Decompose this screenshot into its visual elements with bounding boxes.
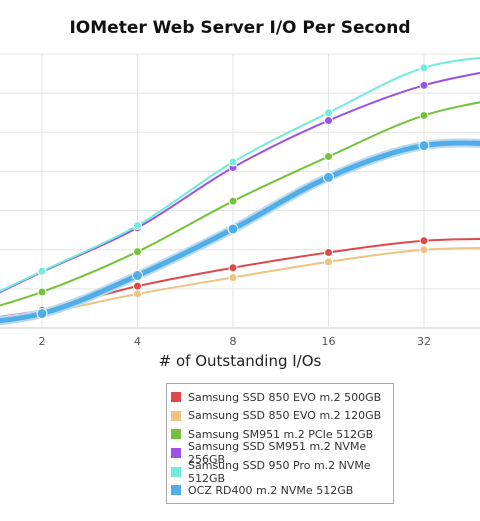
x-tick-label: 2 bbox=[39, 335, 46, 348]
x-axis-label: # of Outstanding I/Os bbox=[158, 352, 322, 370]
data-point bbox=[324, 152, 333, 162]
grid bbox=[0, 53, 480, 329]
data-point bbox=[228, 157, 238, 167]
legend-item: Samsung SSD SM951 m.2 NVMe 256GB bbox=[167, 440, 393, 466]
legend-label: Samsung SSD 850 EVO m.2 500GB bbox=[188, 390, 382, 404]
series-6 bbox=[0, 138, 480, 326]
chart-title: IOMeter Web Server I/O Per Second bbox=[69, 18, 411, 38]
data-point bbox=[132, 270, 143, 282]
data-point bbox=[228, 196, 238, 206]
x-tick-label: 8 bbox=[230, 335, 237, 348]
series-layer bbox=[0, 56, 480, 326]
x-tick-labels: 2 4 8 16 32 bbox=[39, 335, 432, 348]
legend-item: Samsung SM951 m.2 PCIe 512GB bbox=[167, 425, 393, 444]
data-point bbox=[418, 140, 430, 152]
legend-item: Samsung SSD 950 Pro m.2 NVMe 512GB bbox=[167, 459, 393, 485]
data-point bbox=[37, 287, 47, 297]
series-line bbox=[0, 101, 480, 307]
data-point bbox=[419, 236, 429, 246]
data-point bbox=[323, 171, 334, 183]
series-3 bbox=[0, 101, 480, 307]
legend-label: Samsung SSD SM951 m.2 NVMe 256GB bbox=[188, 440, 367, 467]
series-line bbox=[0, 140, 480, 324]
data-point bbox=[133, 281, 142, 291]
series-5 bbox=[0, 56, 480, 293]
legend-swatch bbox=[171, 466, 181, 477]
legend-swatch bbox=[171, 410, 181, 421]
data-point bbox=[324, 257, 333, 267]
legend-label: Samsung SM951 m.2 PCIe 512GB bbox=[188, 427, 374, 441]
legend-swatch bbox=[171, 448, 181, 459]
series-4 bbox=[0, 71, 480, 294]
data-point bbox=[37, 266, 47, 276]
data-point bbox=[133, 220, 142, 230]
legend-swatch bbox=[171, 485, 181, 496]
data-point bbox=[133, 247, 142, 257]
data-point bbox=[228, 273, 238, 283]
legend-item: OCZ RD400 m.2 NVMe 512GB bbox=[167, 481, 393, 500]
data-point bbox=[324, 247, 333, 257]
data-point bbox=[419, 245, 429, 255]
legend: Samsung SSD 850 EVO m.2 500GB Samsung SSD… bbox=[166, 383, 394, 504]
data-point bbox=[419, 80, 429, 90]
data-point bbox=[419, 63, 429, 73]
data-point bbox=[36, 308, 48, 320]
data-point bbox=[227, 223, 239, 235]
legend-swatch bbox=[171, 392, 181, 403]
series-line-halo bbox=[0, 138, 480, 326]
legend-item: Samsung SSD 850 EVO m.2 500GB bbox=[167, 388, 393, 407]
data-point bbox=[228, 263, 238, 273]
legend-label: OCZ RD400 m.2 NVMe 512GB bbox=[188, 483, 354, 497]
legend-item: Samsung SSD 850 EVO m.2 120GB bbox=[167, 407, 393, 426]
data-point bbox=[324, 116, 333, 126]
legend-label: Samsung SSD 950 Pro m.2 NVMe 512GB bbox=[188, 458, 371, 485]
data-point bbox=[419, 110, 429, 120]
x-tick-label: 32 bbox=[417, 335, 431, 348]
legend-label: Samsung SSD 850 EVO m.2 120GB bbox=[188, 409, 382, 423]
x-tick-label: 16 bbox=[322, 335, 336, 348]
x-tick-label: 4 bbox=[134, 335, 141, 348]
data-point bbox=[133, 289, 142, 299]
data-point bbox=[324, 108, 333, 118]
legend-swatch bbox=[171, 429, 181, 440]
